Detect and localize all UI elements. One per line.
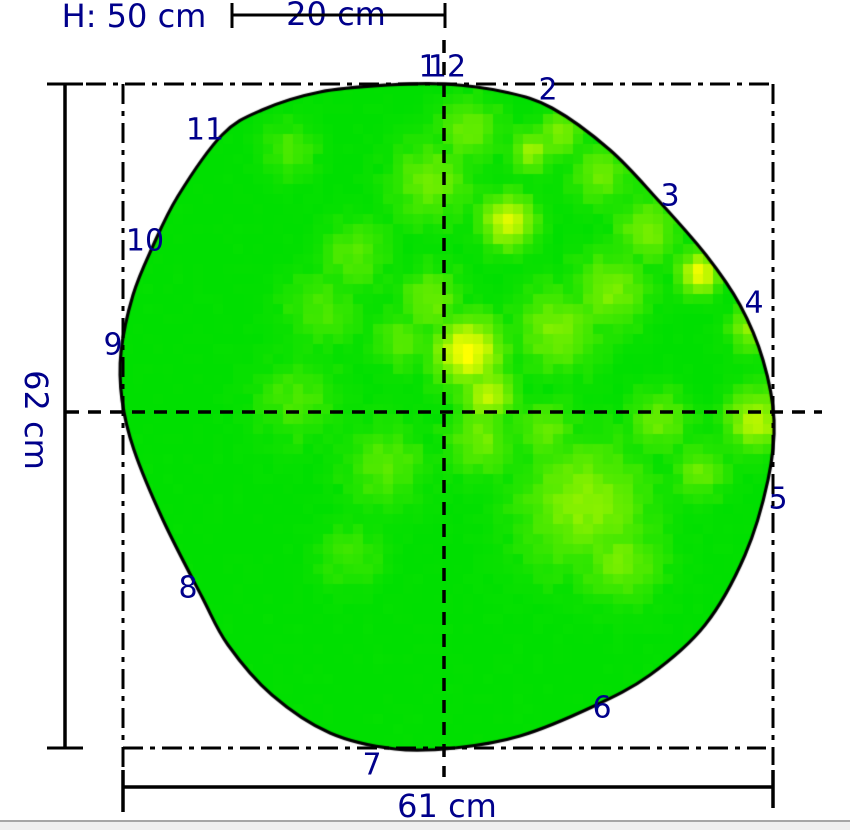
window-footer-strip: [0, 820, 850, 830]
